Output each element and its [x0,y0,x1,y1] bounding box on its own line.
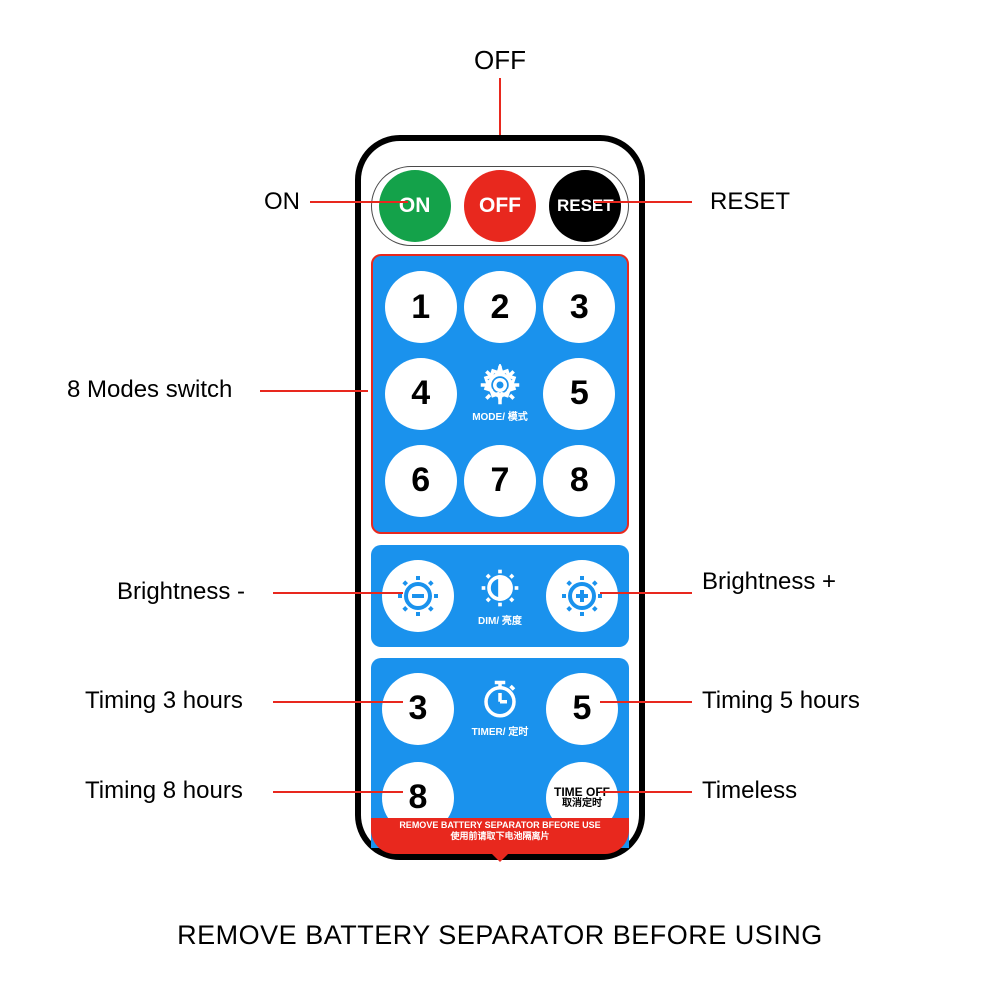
callout-off-top: OFF [0,45,1000,76]
dim-center-label: DIM/ 亮度 [478,612,522,627]
callout-brightness-minus: Brightness - [117,578,245,606]
callout-line [273,791,403,793]
brightness-minus-button[interactable] [382,560,454,632]
callout-reset: RESET [710,188,790,216]
mode-1-button[interactable]: 1 [385,271,457,343]
callout-modes: 8 Modes switch [67,376,232,404]
callout-brightness-plus: Brightness + [702,568,836,596]
mode-7-button[interactable]: 7 [464,445,536,517]
brightness-minus-icon [394,572,442,620]
callout-line [260,390,368,392]
off-button[interactable]: OFF [464,170,536,242]
remote-body: ON OFF RESET 1 2 3 4 MODE/ 模式 5 6 7 8 [355,135,645,860]
clock-icon [479,679,521,721]
timer-center: TIMER/ 定时 [472,679,529,738]
warning-strip: REMOVE BATTERY SEPARATOR BFEORE USE 使用前请… [371,818,629,854]
callout-timing-8: Timing 8 hours [85,777,243,805]
mode-5-button[interactable]: 5 [543,358,615,430]
mode-center-label: MODE/ 模式 [472,408,528,423]
power-row: ON OFF RESET [371,166,629,246]
mode-center: MODE/ 模式 [464,358,536,430]
callout-line [600,791,692,793]
callout-line [594,201,692,203]
on-button[interactable]: ON [379,170,451,242]
warning-arrow-icon [492,854,508,862]
callout-line [273,701,403,703]
brightness-icon [478,566,522,610]
callout-line [600,701,692,703]
callout-line [273,592,403,594]
callout-line [600,592,692,594]
dim-panel: DIM/ 亮度 [371,545,629,647]
callout-line [310,201,408,203]
mode-4-button[interactable]: 4 [385,358,457,430]
callout-timeless: Timeless [702,777,797,805]
mode-2-button[interactable]: 2 [464,271,536,343]
callout-timing-5: Timing 5 hours [702,687,860,715]
timer-5-button[interactable]: 5 [546,673,618,745]
timer-3-button[interactable]: 3 [382,673,454,745]
callout-timing-3: Timing 3 hours [85,687,243,715]
dim-center: DIM/ 亮度 [478,566,522,627]
gear-icon [479,364,521,406]
timeoff-sub-label: 取消定时 [562,798,602,810]
brightness-plus-icon [558,572,606,620]
mode-panel: 1 2 3 4 MODE/ 模式 5 6 7 8 [371,254,629,534]
brightness-plus-button[interactable] [546,560,618,632]
warning-line2: 使用前请取下电池隔离片 [450,831,549,842]
callout-on: ON [264,188,300,216]
footer-instruction: REMOVE BATTERY SEPARATOR BEFORE USING [0,920,1000,951]
timer-center-label: TIMER/ 定时 [472,723,529,738]
warning-line1: REMOVE BATTERY SEPARATOR BFEORE USE [399,820,600,831]
mode-6-button[interactable]: 6 [385,445,457,517]
reset-button[interactable]: RESET [549,170,621,242]
mode-8-button[interactable]: 8 [543,445,615,517]
mode-3-button[interactable]: 3 [543,271,615,343]
